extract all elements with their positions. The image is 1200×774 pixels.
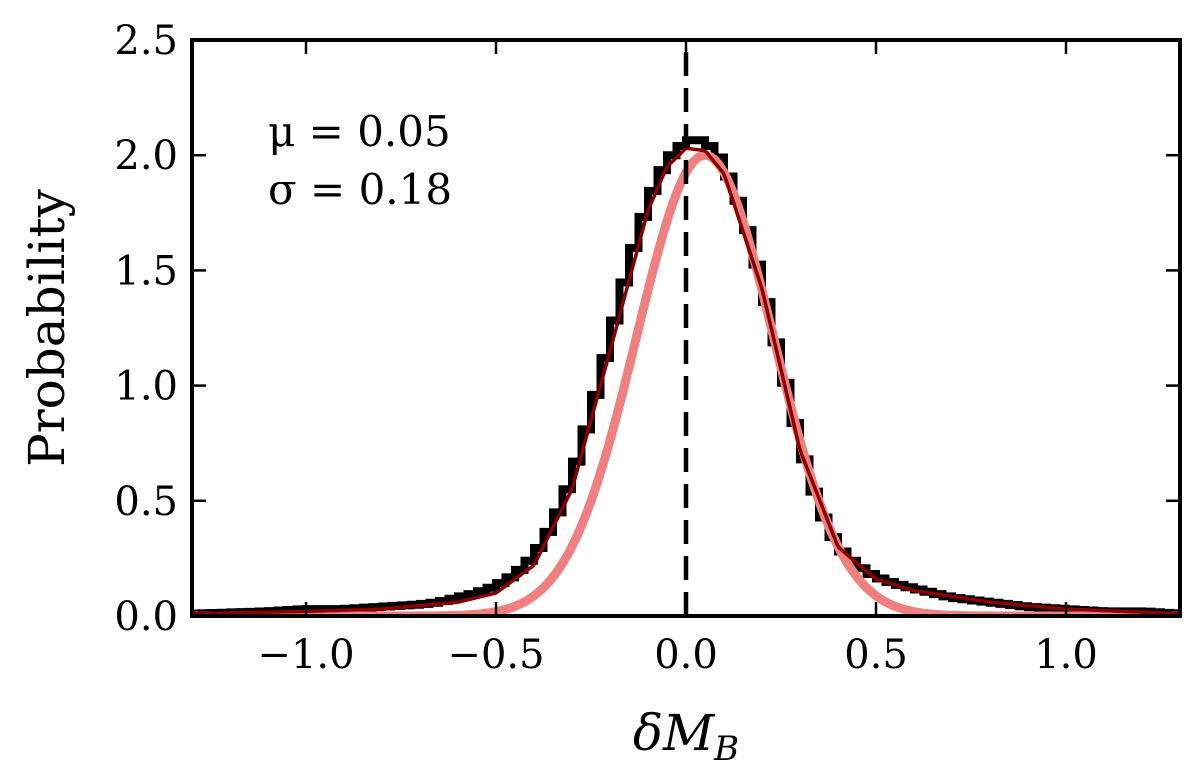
y-tick-label: 0.5: [114, 479, 178, 525]
x-tick-label: −0.5: [447, 632, 544, 678]
annotation-text: μ = 0.05: [268, 107, 451, 156]
x-tick-label: 0.5: [844, 632, 908, 678]
annotations: μ = 0.05 σ = 0.18: [268, 107, 452, 214]
y-tick-label: 1.0: [114, 364, 178, 410]
x-tick-label: 1.0: [1034, 632, 1098, 678]
x-axis-label: δMB: [633, 704, 739, 769]
y-axis-label: Probability: [18, 188, 76, 467]
axis-ticks: [192, 38, 1180, 618]
series-smoothed-fit-line: [192, 146, 1180, 616]
x-tick-label: 0.0: [654, 632, 718, 678]
tick-labels: −1.0 −0.5 0.0 0.5 1.0 0.0 0.5 1.0 1.5 2.0 2.5: [114, 18, 1097, 678]
y-tick-label: 0.0: [114, 594, 178, 640]
annotation-text: σ = 0.18: [268, 165, 452, 214]
x-axis-label-subscript: B: [713, 729, 739, 769]
x-tick-label: −1.0: [257, 632, 354, 678]
y-tick-label: 2.5: [114, 18, 178, 64]
x-axis-label-main: δM: [633, 704, 716, 762]
y-tick-label: 2.0: [114, 133, 178, 179]
y-tick-label: 1.5: [114, 248, 178, 294]
